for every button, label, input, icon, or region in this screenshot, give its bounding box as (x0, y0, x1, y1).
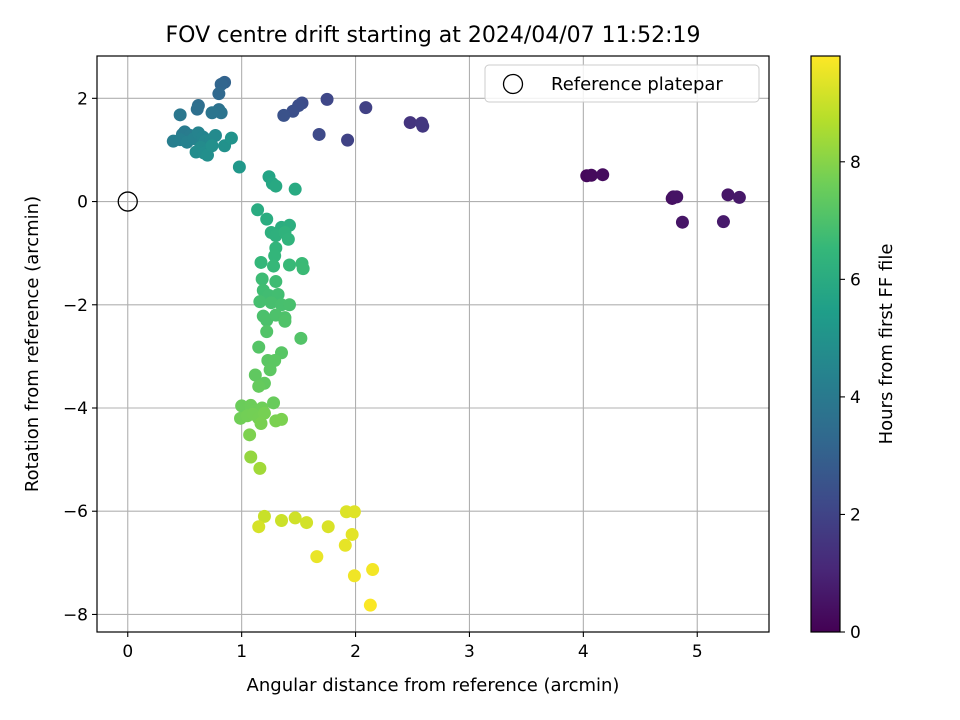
scatter-point (675, 215, 689, 229)
x-tick-label: 4 (578, 642, 589, 662)
scatter-point (347, 505, 361, 519)
x-axis-ticks: 0 1 2 3 4 5 (122, 632, 703, 662)
scatter-point (244, 450, 258, 464)
colorbar-tick-label: 4 (850, 388, 861, 408)
scatter-point (294, 331, 308, 345)
y-tick-label: 0 (77, 193, 88, 213)
scatter-point (300, 516, 314, 530)
x-tick-label: 2 (350, 642, 361, 662)
y-tick-label: −2 (63, 296, 88, 316)
scatter-point (721, 188, 735, 202)
scatter-point (584, 168, 598, 182)
colorbar-label: Hours from first FF file (876, 244, 897, 445)
x-axis-label: Angular distance from reference (arcmin) (247, 675, 620, 696)
scatter-point (347, 569, 361, 583)
scatter-point (296, 262, 310, 276)
scatter-point (366, 563, 380, 577)
scatter-point (282, 258, 296, 272)
y-tick-label: −4 (63, 399, 88, 419)
scatter-point (596, 168, 610, 182)
scatter-point (208, 128, 222, 142)
scatter-point (248, 368, 262, 382)
x-tick-label: 5 (692, 642, 703, 662)
scatter-point (278, 314, 292, 328)
scatter-point (268, 249, 282, 263)
scatter-points (166, 75, 746, 612)
colorbar (810, 55, 841, 633)
scatter-point (363, 598, 377, 612)
y-tick-label: −8 (63, 605, 88, 625)
scatter-point (312, 127, 326, 141)
reference-platepar-marker (117, 191, 138, 212)
scatter-point (288, 182, 302, 196)
y-axis-ticks: 2 0 −2 −4 −6 −8 (63, 89, 97, 625)
scatter-point (254, 255, 268, 269)
colorbar-tick-label: 6 (850, 270, 861, 290)
scatter-point (732, 190, 746, 204)
scatter-point (345, 527, 359, 541)
scatter-point (403, 116, 417, 130)
scatter-point (253, 295, 267, 309)
scatter-point (288, 511, 302, 525)
scatter-point (670, 190, 684, 204)
scatter-point (267, 259, 281, 273)
colorbar-tick-label: 2 (850, 505, 861, 525)
reference-marker (117, 191, 138, 212)
scatter-point (275, 514, 289, 528)
scatter-point (281, 232, 295, 246)
scatter-point (320, 92, 334, 106)
x-tick-label: 3 (464, 642, 475, 662)
scatter-point (252, 520, 266, 534)
scatter-point (214, 106, 228, 120)
scatter-point (260, 212, 274, 226)
plot-frame (96, 55, 770, 633)
scatter-point (232, 160, 246, 174)
y-tick-label: −6 (63, 502, 88, 522)
legend-marker-icon (502, 73, 524, 95)
scatter-point (277, 108, 291, 122)
scatter-point (224, 131, 238, 145)
y-tick-label: 2 (77, 89, 88, 109)
scatter-point (269, 179, 283, 193)
colorbar-tick-label: 0 (850, 623, 861, 643)
scatter-point (275, 412, 289, 426)
scatter-point (205, 139, 219, 153)
scatter-point (190, 102, 204, 116)
scatter-point (212, 87, 226, 101)
chart-title: FOV centre drift starting at 2024/04/07 … (166, 23, 701, 48)
scatter-point (260, 325, 274, 339)
x-tick-label: 0 (122, 642, 133, 662)
scatter-point (263, 363, 277, 377)
x-tick-label: 1 (236, 642, 247, 662)
scatter-point (267, 396, 281, 410)
scatter-point (252, 379, 266, 393)
legend-box (484, 64, 760, 103)
scatter-point (416, 119, 430, 133)
scatter-point (716, 215, 730, 229)
colorbar-tick-label: 8 (850, 153, 861, 173)
scatter-point (341, 133, 355, 147)
scatter-point (269, 275, 283, 289)
scatter-point (257, 406, 271, 420)
colorbar-ticks: 0 2 4 6 8 (840, 153, 861, 643)
scatter-point (251, 203, 265, 217)
scatter-point (338, 538, 352, 552)
scatter-point (282, 298, 296, 312)
scatter-point (243, 428, 257, 442)
scatter-point (359, 101, 373, 115)
scatter-point (321, 520, 335, 534)
y-axis-label: Rotation from reference (arcmin) (22, 196, 43, 492)
scatter-point (255, 272, 269, 286)
scatter-point (264, 296, 278, 310)
scatter-point (205, 106, 219, 120)
scatter-point (173, 108, 187, 122)
scatter-point (252, 340, 266, 354)
legend-entry: Reference platepar (551, 74, 723, 95)
scatter-point (257, 509, 271, 523)
legend: Reference platepar (484, 64, 760, 103)
scatter-point (310, 550, 324, 564)
scatter-point (253, 461, 267, 475)
scatter-point (254, 416, 268, 430)
